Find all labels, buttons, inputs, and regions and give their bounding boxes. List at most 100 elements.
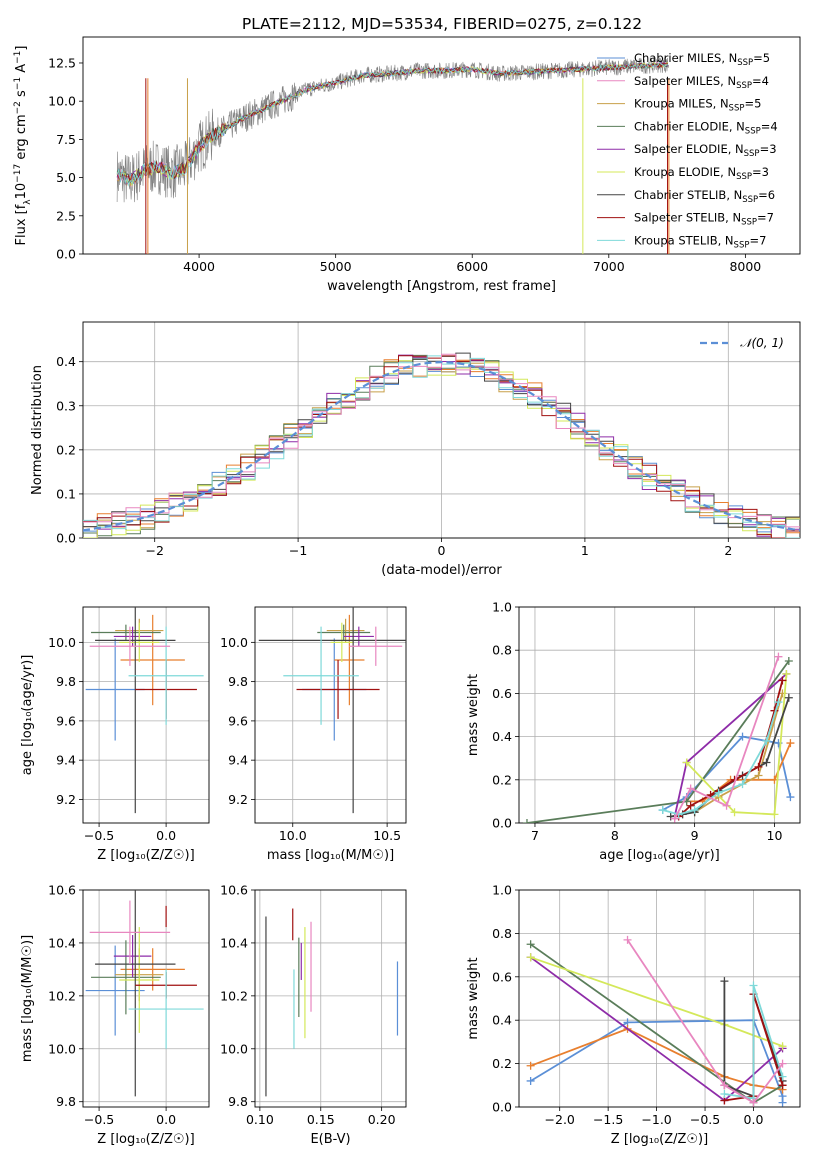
y-axis-label: mass weight [466,674,481,756]
x-tick-label: 4000 [183,259,215,274]
axes-frame [82,606,210,824]
axes-frame [82,36,801,255]
y-tick-label: 10.4 [220,935,248,950]
x-tick-label: 0.10 [246,1112,274,1127]
series-marker [658,806,667,815]
legend-label: Kroupa MILES, NSSP=5 [634,97,761,114]
x-tick-label: 9 [691,828,699,843]
x-tick-label: 0.0 [744,1112,764,1127]
histogram-group [83,352,800,538]
y-tick-label: 9.2 [228,792,248,807]
series-marker [778,1072,787,1081]
series-marker [738,732,747,741]
y-tick-label: 0.4 [492,1013,512,1028]
spectrum-model-line [116,61,668,185]
y-tick-label: 9.4 [56,753,76,768]
series-marker [722,801,731,810]
x-axis-label: wavelength [Angstrom, rest frame] [327,279,556,294]
y-tick-label: 0.0 [492,816,512,831]
series-marker [720,1081,729,1090]
x-tick-label: −2 [145,543,163,558]
y-tick-label: 10.0 [220,1041,248,1056]
y-tick-label: 0.3 [56,398,76,413]
y-tick-label: 9.8 [228,1094,248,1109]
histogram-step [83,353,800,528]
residuals-panel: −2 −1 0 1 2 0.0 0.1 0.2 0.3 0.4 𝒩(0, 1) (data-model… [30,321,801,578]
axes-frame [254,606,407,824]
x-axis-label: Z [log₁₀(Z/Z☉)] [97,848,194,863]
series-group [522,652,795,823]
mass-vs-ebv-panel: 0.10 0.15 0.20 9.8 10.0 10.2 10.4 10.6 E(B-V) [220,883,407,1147]
series-marker [749,1098,758,1107]
series-marker [784,657,793,665]
mass-weight-vs-metallicity-panel: −2.0 −1.5 −1.0 −0.5 0.0 0.0 0.2 0.4 0.6 0.8 1.0 Z [… [466,883,801,1147]
y-tick-label: 5.0 [56,170,76,185]
spectrum-model-line [116,61,669,184]
age-vs-metallicity-panel: −0.5 0.0 9.2 9.4 9.6 9.8 10.0 Z [log₁₀(Z/Z☉)] ag… [20,606,210,863]
series-marker [774,652,783,661]
x-axis-label: E(B-V) [310,1132,350,1147]
y-axis-label: age [log₁₀(age/yr)] [20,655,35,776]
y-tick-label: 0.8 [492,643,512,658]
y-tick-label: 0.0 [492,1100,512,1115]
x-tick-label: 6000 [456,259,488,274]
series-marker [714,788,723,797]
y-tick-label: 0.1 [56,486,76,501]
x-tick-label: 10 [767,828,783,843]
spectrum-model-line [116,62,668,183]
series-marker [522,819,531,823]
y-tick-label: 9.8 [56,1094,76,1109]
series-marker [778,676,787,685]
x-axis-label: (data-model)/error [381,563,502,578]
y-tick-label: 9.6 [56,713,76,728]
series-marker [786,793,795,802]
y-tick-label: 1.0 [492,883,512,898]
y-axis-label: Flux [fλ10−17 erg cm−2 s−1 A−1] [13,46,33,246]
y-tick-label: 10.0 [48,635,76,650]
y-tick-label: 9.8 [228,674,248,689]
y-tick-label: 10.6 [48,883,76,898]
series-line [673,656,780,820]
legend-label: Chabrier MILES, NSSP=5 [634,51,770,68]
series-marker [526,1076,535,1085]
y-tick-label: 10.0 [48,94,76,109]
series-marker [720,1089,729,1098]
series-marker [778,1081,787,1090]
y-tick-label: 2.5 [56,208,76,223]
x-tick-label: 8 [611,828,619,843]
y-tick-label: 10.6 [220,883,248,898]
y-axis-label: mass [log₁₀(M/M☉)] [20,935,35,1062]
y-tick-label: 10.4 [48,935,76,950]
series-marker [730,808,739,817]
series-marker [738,780,747,789]
x-axis-label: age [log₁₀(age/yr)] [599,848,720,863]
series-marker [778,1042,787,1051]
spectrum-lines [116,56,670,254]
series-marker [623,935,632,944]
histogram-step [83,358,800,538]
series-marker [754,762,763,771]
series-line [685,673,788,816]
x-axis-label: Z [log₁₀(Z/Z☉)] [97,1132,194,1147]
mass-vs-metallicity-panel: −0.5 0.0 9.8 10.0 10.2 10.4 10.6 Z [log₁₀(Z/Z☉)… [20,883,210,1147]
axes-frame [518,889,801,1108]
series-marker [786,739,795,748]
x-tick-label: −0.5 [690,1112,720,1127]
series-group [526,935,787,1107]
x-tick-label: 1 [581,543,589,558]
errorbar-group [85,607,204,814]
y-axis-label: Normed distribution [30,365,45,495]
series-marker [778,1098,787,1107]
legend-label: Kroupa STELIB, NSSP=7 [634,233,766,250]
x-tick-label: 10.0 [279,828,307,843]
x-tick-label: 5000 [320,259,352,274]
x-tick-label: −1 [289,543,307,558]
y-tick-label: 9.2 [56,792,76,807]
series-marker [682,758,691,767]
figure-title: PLATE=2112, MJD=53534, FIBERID=0275, z=0… [242,15,642,33]
y-tick-label: 0.0 [56,531,76,546]
y-tick-label: 0.4 [492,729,512,744]
series-marker [749,981,758,990]
series-marker [762,758,771,767]
x-tick-label: −2.0 [545,1112,575,1127]
